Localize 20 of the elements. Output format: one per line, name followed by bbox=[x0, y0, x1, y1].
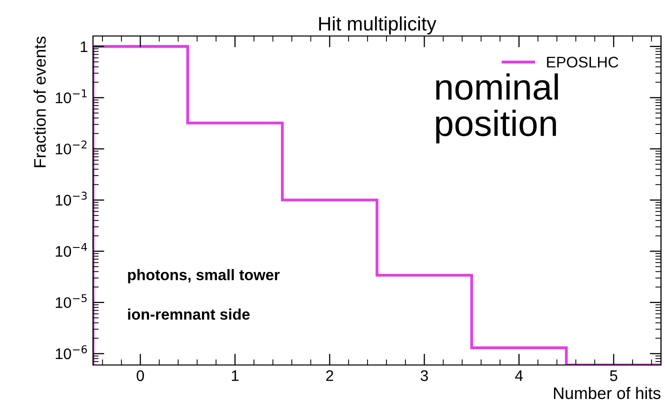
annotation: photons, small tower bbox=[128, 269, 280, 284]
y-tick-label: 10$^{−3}$ bbox=[56, 192, 87, 206]
x-tick-label: 5 bbox=[610, 370, 618, 382]
legend-label: EPOSLHC bbox=[547, 56, 618, 68]
y-tick-label: 10$^{−5}$ bbox=[56, 294, 87, 308]
x-tick-label: 2 bbox=[326, 370, 334, 381]
annotation: nominal position bbox=[436, 73, 558, 144]
x-tick-label: 3 bbox=[420, 370, 428, 382]
y-tick-label: 1 bbox=[80, 41, 88, 52]
y-tick-label: 10$^{−2}$ bbox=[56, 140, 87, 154]
annotation: ion-remnant side bbox=[128, 308, 250, 320]
y-axis-title: Fraction of events bbox=[34, 36, 46, 168]
chart-title: Hit multiplicity bbox=[319, 16, 436, 34]
y-tick-label: 10$^{−6}$ bbox=[56, 345, 87, 360]
x-tick-label: 0 bbox=[136, 370, 144, 382]
x-tick-label: 1 bbox=[232, 370, 239, 381]
y-tick-label: 10$^{−1}$ bbox=[56, 89, 87, 104]
x-axis-title: Number of hits bbox=[554, 386, 660, 400]
y-tick-label: 10$^{−4}$ bbox=[56, 243, 87, 257]
x-tick-label: 4 bbox=[515, 370, 523, 381]
